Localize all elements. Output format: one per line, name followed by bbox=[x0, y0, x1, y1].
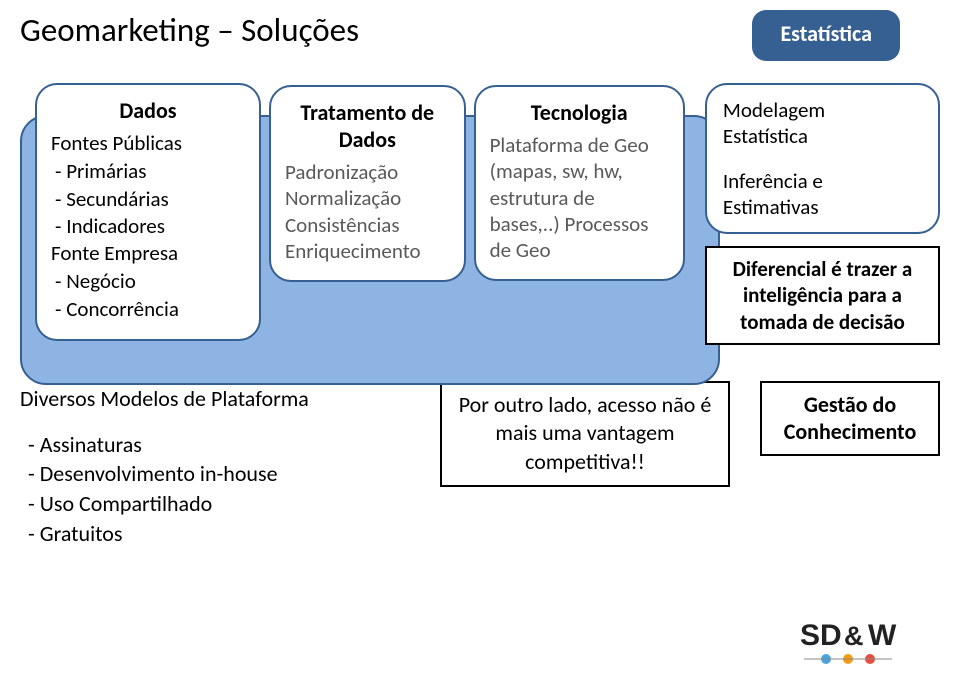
plataforma-item: Assinaturas bbox=[28, 430, 410, 460]
svg-text:&: & bbox=[844, 621, 864, 651]
col-tecnologia-body: Plataforma de Geo (mapas, sw, hw, estrut… bbox=[490, 132, 669, 263]
sdw-logo: SD & W bbox=[800, 617, 930, 669]
col-dados-item: Indicadores bbox=[55, 213, 245, 240]
plataforma-item: Gratuitos bbox=[28, 519, 410, 549]
col-dados-item: Concorrência bbox=[55, 296, 245, 323]
box-modelagem: Modelagem Estatística Inferência e Estim… bbox=[705, 83, 940, 234]
col-dados-item: Negócio bbox=[55, 268, 245, 295]
col-dados-item: Secundárias bbox=[55, 186, 245, 213]
box-gestao: Gestão do Conhecimento bbox=[760, 381, 940, 456]
svg-text:W: W bbox=[868, 619, 897, 652]
col-dados-sub1: Fontes Públicas bbox=[51, 130, 245, 156]
col-dados-title: Dados bbox=[51, 97, 245, 124]
col-tratamento: Tratamento de Dados Padronização Normali… bbox=[269, 85, 466, 282]
text-line: Modelagem bbox=[723, 97, 922, 123]
plataforma-title: Diversos Modelos de Plataforma bbox=[20, 385, 410, 412]
plataforma-models: Diversos Modelos de Plataforma Assinatur… bbox=[20, 385, 410, 549]
plataforma-item: Desenvolvimento in-house bbox=[28, 459, 410, 489]
text-line: Inferência e bbox=[723, 168, 922, 194]
page-title: Geomarketing – Soluções bbox=[20, 10, 359, 50]
text-line: Estimativas bbox=[723, 194, 922, 220]
col-tratamento-body: Padronização Normalização Consistências … bbox=[285, 159, 450, 264]
box-diferencial: Diferencial é trazer a inteligência para… bbox=[705, 246, 940, 345]
badge-estatistica: Estatística bbox=[752, 10, 900, 61]
plataforma-item: Uso Compartilhado bbox=[28, 489, 410, 519]
spacer bbox=[723, 150, 922, 168]
svg-text:SD: SD bbox=[800, 619, 842, 652]
col-dados-item: Primárias bbox=[55, 158, 245, 185]
col-tratamento-title: Tratamento de Dados bbox=[285, 99, 450, 153]
box-acesso: Por outro lado, acesso não é mais uma va… bbox=[440, 381, 730, 487]
col-tecnologia: Tecnologia Plataforma de Geo (mapas, sw,… bbox=[474, 85, 685, 281]
text-line: Estatística bbox=[723, 123, 922, 149]
col-tecnologia-title: Tecnologia bbox=[490, 99, 669, 126]
col-dados: Dados Fontes Públicas Primárias Secundár… bbox=[35, 83, 261, 341]
col-dados-sub2: Fonte Empresa bbox=[51, 240, 245, 266]
